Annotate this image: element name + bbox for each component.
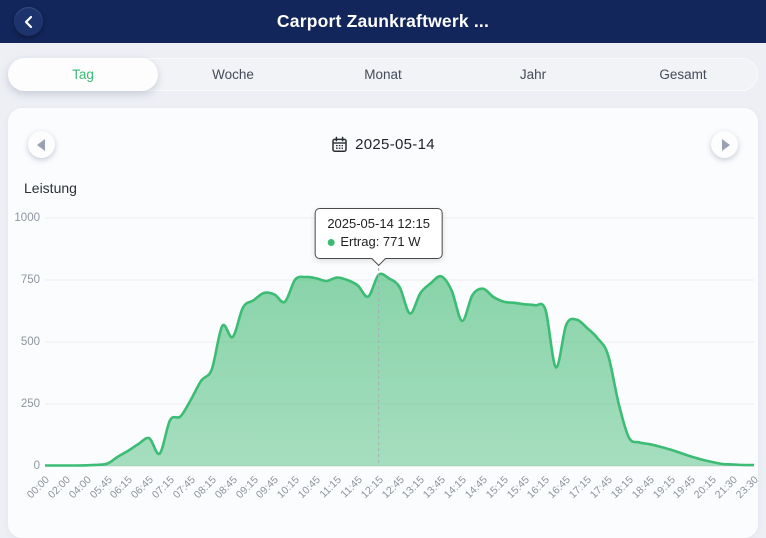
date-display[interactable]: 2025-05-14 <box>68 131 698 158</box>
series-line <box>44 272 755 467</box>
chart-canvas <box>44 217 755 467</box>
period-tab-strip: Tag Woche Monat Jahr Gesamt <box>8 58 758 91</box>
period-tabbar: Tag Woche Monat Jahr Gesamt <box>0 43 766 107</box>
series-dot-icon <box>327 238 335 246</box>
back-button[interactable] <box>14 7 43 36</box>
tooltip-date: 2025-05-14 12:15 <box>327 216 430 231</box>
chart-card: 2025-05-14 Leistung 2025-05-14 12:15 Ert… <box>8 108 761 538</box>
y-axis-label: 0 <box>33 460 40 472</box>
chevron-left-icon <box>24 15 32 28</box>
tab-gesamt[interactable]: Gesamt <box>659 67 707 82</box>
y-axis-label: 750 <box>20 274 40 286</box>
power-chart[interactable]: 2025-05-14 12:15 Ertrag: 771 W 0 250 500 75… <box>8 200 761 538</box>
tooltip-value: Ertrag: 771 W <box>340 234 421 249</box>
chart-title: Leistung <box>24 180 77 196</box>
tab-monat[interactable]: Monat <box>364 67 402 82</box>
arrow-left-icon <box>36 138 45 151</box>
series-area <box>45 273 754 466</box>
y-axis-label: 250 <box>20 398 40 410</box>
tab-tag[interactable]: Tag <box>8 58 158 91</box>
y-axis-label: 500 <box>20 336 40 348</box>
chart-tooltip: 2025-05-14 12:15 Ertrag: 771 W <box>314 208 443 266</box>
tab-woche[interactable]: Woche <box>212 67 254 82</box>
app-header: Carport Zaunkraftwerk ... <box>0 0 766 43</box>
y-axis-label: 1000 <box>14 212 40 224</box>
next-day-button[interactable] <box>711 131 738 158</box>
current-date: 2025-05-14 <box>355 136 435 153</box>
calendar-icon <box>332 136 347 152</box>
prev-day-button[interactable] <box>28 131 55 158</box>
page-title: Carport Zaunkraftwerk ... <box>276 11 490 31</box>
tab-jahr[interactable]: Jahr <box>519 67 547 82</box>
arrow-right-icon <box>721 138 730 151</box>
